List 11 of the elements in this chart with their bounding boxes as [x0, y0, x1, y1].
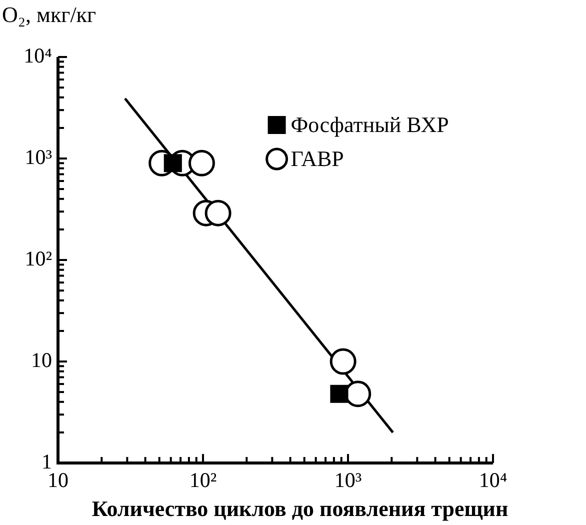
y-tick-label: 10 [31, 348, 52, 372]
x-tick-label: 10⁴ [478, 468, 508, 492]
legend-label: Фосфатный ВХР [290, 112, 449, 137]
y-tick-label: 10³ [24, 145, 52, 170]
y-tick-label: 10⁴ [24, 44, 52, 68]
x-axis-title: Количество циклов до появления трещин [92, 496, 508, 521]
x-tick-label: 10³ [334, 468, 362, 492]
legend-label: ГАВР [290, 146, 344, 171]
y-axis-title: O₂, мкг/кг [2, 2, 96, 27]
x-tick-label: 10² [189, 468, 217, 492]
y-tick-label: 10² [24, 246, 52, 271]
